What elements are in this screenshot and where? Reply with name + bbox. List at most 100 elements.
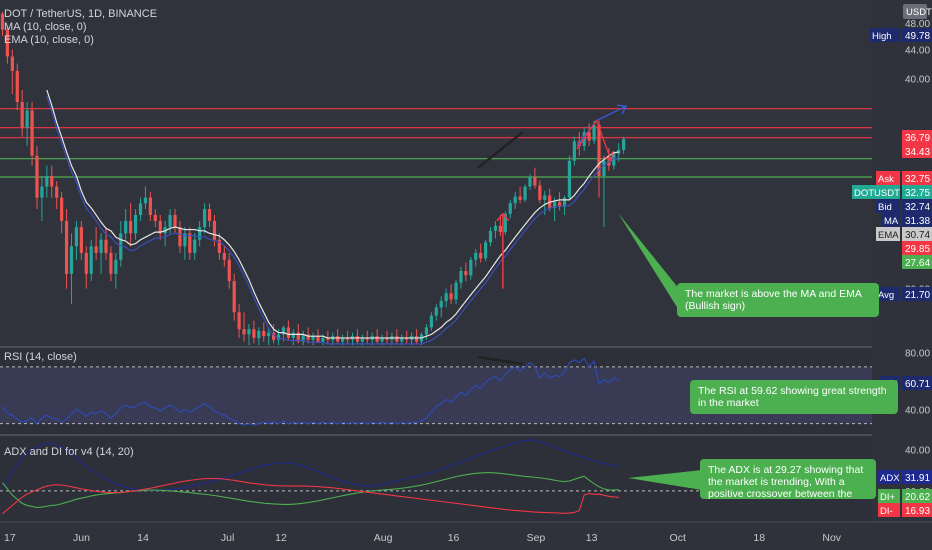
time-tick: 14 (137, 532, 149, 544)
adx-current-name: DI+ (880, 492, 896, 503)
candle-body (158, 220, 162, 234)
price-axis[interactable]: 48.0044.0040.0033.0024.0020.00USDTHigh49… (852, 0, 932, 550)
candle-89 (439, 296, 443, 318)
candle-34 (168, 209, 172, 234)
candle-23 (114, 252, 118, 289)
price-label-level-9: 27.64 (902, 255, 932, 269)
currency-badge[interactable] (903, 4, 927, 19)
candle-body (562, 197, 567, 207)
price-label-tag (876, 199, 900, 213)
time-axis[interactable]: 17 Jun 14 Jul 12 Aug 16 Sep 13 Oct 18 Nov (0, 521, 932, 550)
candle-body (178, 227, 182, 247)
price-label-level-1: 36.79 (902, 130, 932, 144)
projection-blue-head (617, 104, 628, 115)
candle-body (553, 202, 557, 208)
grid-lines (0, 0, 872, 522)
candle-22 (109, 246, 113, 282)
price-label-box (902, 199, 932, 213)
price-label-name: Bid (878, 202, 892, 213)
candle-45 (222, 246, 226, 267)
candle-38 (188, 227, 192, 260)
candle-84 (414, 329, 419, 344)
annotation-adx[interactable]: The ADX is at 29.27 showing that the mar… (700, 459, 876, 499)
candle-body (217, 239, 221, 253)
rsi-line (2, 357, 619, 426)
candle-body (543, 195, 547, 200)
symbol-title[interactable]: DOT / TetherUS, 1D, BINANCE (4, 8, 158, 20)
candle-body (286, 327, 291, 338)
price-label-value: 34.43 (905, 147, 930, 158)
candle-68 (336, 329, 340, 344)
adx-legend[interactable]: ADX and DI for v4 (14, 20) (4, 446, 134, 458)
candle-body (567, 160, 572, 198)
candle-3 (15, 63, 19, 111)
price-label-name: MA (884, 216, 899, 227)
candle-28 (138, 197, 143, 221)
annotation-adx-pointer (628, 470, 702, 490)
candle-body (202, 209, 207, 228)
price-label-tag (876, 171, 900, 185)
candle-body (242, 329, 246, 335)
rsi-tick: 40.00 (905, 405, 930, 416)
candle-body (459, 270, 463, 283)
candle-69 (341, 334, 345, 346)
candle-26 (129, 203, 133, 247)
candle-body (424, 327, 429, 335)
candle-102 (503, 211, 507, 235)
candle-40 (198, 220, 202, 247)
price-label-ma: MA 31.38 (882, 213, 932, 227)
candle-body (64, 220, 69, 274)
candle-56 (276, 329, 281, 346)
price-label-name: Avg (878, 290, 894, 301)
candle-body (183, 233, 187, 247)
time-tick: 18 (753, 532, 765, 544)
price-label-high: High 49.78 (870, 28, 932, 42)
candle-87 (429, 312, 433, 331)
candle-27 (133, 209, 138, 240)
price-label-name: High (872, 31, 892, 42)
candle-37 (183, 227, 187, 260)
candle-44 (217, 233, 221, 260)
candle-body (375, 336, 379, 342)
candle-48 (237, 304, 241, 338)
candle-59 (291, 329, 295, 346)
candle-body (622, 139, 626, 150)
pane-separators[interactable] (0, 346, 932, 436)
candle-121 (597, 120, 601, 198)
candle-body (444, 293, 448, 302)
annotation-rsi[interactable]: The RSI at 59.62 showing great strength … (690, 380, 898, 414)
price-label-box (902, 255, 932, 269)
candle-body (281, 327, 286, 335)
candle-body (523, 186, 527, 200)
adx-series-di (2, 477, 619, 515)
candle-119 (587, 123, 591, 147)
ma-legend[interactable]: MA (10, close, 0) (4, 21, 87, 33)
candle-76 (375, 329, 379, 344)
candle-body (168, 214, 172, 228)
candle-body (69, 246, 74, 274)
annotation-price[interactable]: The market is above the MA and EMA (Bull… (677, 283, 879, 317)
candle-body (385, 337, 389, 340)
candle-body (133, 214, 138, 234)
candle-body (89, 246, 93, 274)
candle-10 (50, 165, 54, 198)
candle-49 (242, 312, 246, 342)
candle-97 (479, 243, 483, 263)
candle-77 (380, 334, 384, 346)
candlestick-series[interactable] (0, 11, 626, 346)
candle-113 (557, 192, 562, 211)
candle-body (538, 185, 542, 200)
price-label-name: Ask (878, 174, 894, 185)
ema-line (46, 95, 619, 345)
adx-current-tag (878, 489, 900, 503)
pane-separator-1 (0, 434, 932, 436)
adx-current-value: 16.93 (905, 506, 930, 517)
candle-body (405, 337, 409, 340)
rsi-legend[interactable]: RSI (14, close) (4, 351, 77, 363)
candle-17 (84, 246, 88, 289)
ema-legend[interactable]: EMA (10, close, 0) (4, 34, 94, 46)
candle-66 (326, 330, 330, 344)
price-label-value: 29.85 (905, 244, 930, 255)
candle-body (193, 239, 197, 253)
